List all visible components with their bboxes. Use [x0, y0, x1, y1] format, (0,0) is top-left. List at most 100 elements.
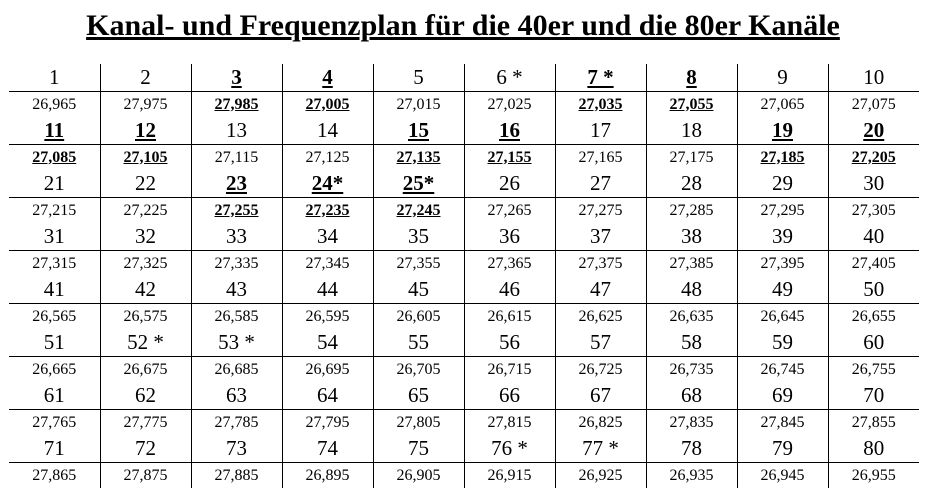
- channel-number: 6 *: [496, 65, 523, 89]
- frequency-cell: 27,775: [99, 409, 191, 435]
- frequency-cell: 26,915: [463, 462, 555, 488]
- frequency-value: 27,025: [487, 95, 532, 113]
- frequency-cell: 27,985: [190, 91, 282, 117]
- frequency-value: 27,775: [123, 413, 168, 431]
- frequency-cell: 26,675: [99, 356, 191, 382]
- channel-cell: 68: [645, 382, 737, 410]
- channel-number: 32: [135, 224, 156, 248]
- frequency-value: 26,955: [851, 466, 896, 484]
- frequency-row: 27,085 27,105 27,115 27,125 27,135 27,155 27,1…: [9, 144, 919, 170]
- channel-cell: 17: [554, 117, 646, 145]
- frequency-cell: 27,885: [190, 462, 282, 488]
- channel-cell: 18: [645, 117, 737, 145]
- frequency-row: 26,965 27,975 27,985 27,005 27,015 27,025 27,0…: [9, 91, 919, 117]
- channel-number: 72: [135, 436, 156, 460]
- channel-number: 71: [43, 436, 65, 460]
- channel-number: 15: [408, 118, 429, 142]
- frequency-cell: 27,185: [736, 144, 828, 170]
- channel-number: 11: [44, 118, 65, 142]
- frequency-cell: 26,685: [190, 356, 282, 382]
- channel-number: 13: [226, 118, 247, 142]
- channel-number: 29: [772, 171, 793, 195]
- channel-number: 8: [686, 65, 697, 89]
- channel-cell: 33: [190, 223, 282, 251]
- channel-number: 7 *: [587, 65, 614, 89]
- frequency-cell: 27,035: [554, 91, 646, 117]
- channel-number: 31: [43, 224, 65, 248]
- frequency-cell: 26,565: [9, 303, 100, 329]
- channel-number: 23: [226, 171, 247, 195]
- channel-number: 57: [590, 330, 611, 354]
- channel-cell: 75: [372, 435, 464, 463]
- frequency-value: 27,375: [578, 254, 623, 272]
- frequency-value: 27,395: [760, 254, 805, 272]
- frequency-value: 27,835: [669, 413, 714, 431]
- channel-cell: 45: [372, 276, 464, 304]
- frequency-cell: 27,175: [645, 144, 737, 170]
- channel-number: 30: [863, 171, 885, 195]
- frequency-row: 27,215 27,225 27,255 27,235 27,245 27,265 27,2…: [9, 197, 919, 223]
- channel-cell: 74: [281, 435, 373, 463]
- channel-number: 69: [772, 383, 793, 407]
- frequency-cell: 27,835: [645, 409, 737, 435]
- channel-cell: 14: [281, 117, 373, 145]
- frequency-value: 27,975: [123, 95, 168, 113]
- channel-cell: 9: [736, 64, 828, 92]
- frequency-cell: 27,355: [372, 250, 464, 276]
- channel-number: 56: [499, 330, 520, 354]
- frequency-cell: 26,925: [554, 462, 646, 488]
- frequency-value: 26,825: [578, 413, 623, 431]
- channel-row: 41 42 43 44 45 46 47 48 49 50: [9, 276, 919, 304]
- frequency-cell: 27,235: [281, 197, 373, 223]
- frequency-cell: 27,155: [463, 144, 555, 170]
- channel-row: 61 62 63 64 65 66 67 68 69 70: [9, 382, 919, 410]
- channel-number: 46: [499, 277, 520, 301]
- channel-number: 74: [317, 436, 338, 460]
- channel-number: 41: [43, 277, 65, 301]
- frequency-cell: 27,395: [736, 250, 828, 276]
- frequency-cell: 27,205: [827, 144, 919, 170]
- frequency-cell: 27,875: [99, 462, 191, 488]
- frequency-value: 26,685: [214, 360, 259, 378]
- frequency-value: 27,845: [760, 413, 805, 431]
- channel-number: 67: [590, 383, 611, 407]
- frequency-cell: 27,855: [827, 409, 919, 435]
- channel-number: 19: [772, 118, 793, 142]
- channel-number: 63: [226, 383, 247, 407]
- channel-cell: 69: [736, 382, 828, 410]
- channel-number: 9: [777, 65, 788, 89]
- frequency-value: 27,225: [123, 201, 168, 219]
- channel-number: 22: [135, 171, 156, 195]
- frequency-value: 27,165: [578, 148, 623, 166]
- frequency-value: 26,725: [578, 360, 623, 378]
- channel-cell: 49: [736, 276, 828, 304]
- channel-number: 59: [772, 330, 793, 354]
- channel-cell: 42: [99, 276, 191, 304]
- frequency-cell: 27,325: [99, 250, 191, 276]
- frequency-cell: 27,345: [281, 250, 373, 276]
- channel-number: 47: [590, 277, 611, 301]
- channel-cell: 77 *: [554, 435, 646, 463]
- frequency-value: 27,315: [32, 254, 77, 272]
- frequency-value: 26,615: [487, 307, 532, 325]
- channel-cell: 25*: [372, 170, 464, 198]
- frequency-value: 27,175: [669, 148, 714, 166]
- frequency-value: 27,985: [214, 95, 259, 113]
- frequency-value: 27,015: [396, 95, 441, 113]
- channel-cell: 34: [281, 223, 373, 251]
- channel-number: 20: [863, 118, 885, 142]
- frequency-cell: 26,735: [645, 356, 737, 382]
- channel-number: 77 *: [582, 436, 619, 460]
- channel-number: 36: [499, 224, 520, 248]
- frequency-cell: 26,715: [463, 356, 555, 382]
- channel-cell: 58: [645, 329, 737, 357]
- channel-cell: 31: [9, 223, 100, 251]
- frequency-cell: 27,975: [99, 91, 191, 117]
- frequency-value: 27,795: [305, 413, 350, 431]
- channel-row: 21 22 23 24* 25* 26 27 28 29 30: [9, 170, 919, 198]
- channel-cell: 71: [9, 435, 100, 463]
- channel-cell: 35: [372, 223, 464, 251]
- frequency-value: 26,595: [305, 307, 350, 325]
- channel-number: 18: [681, 118, 702, 142]
